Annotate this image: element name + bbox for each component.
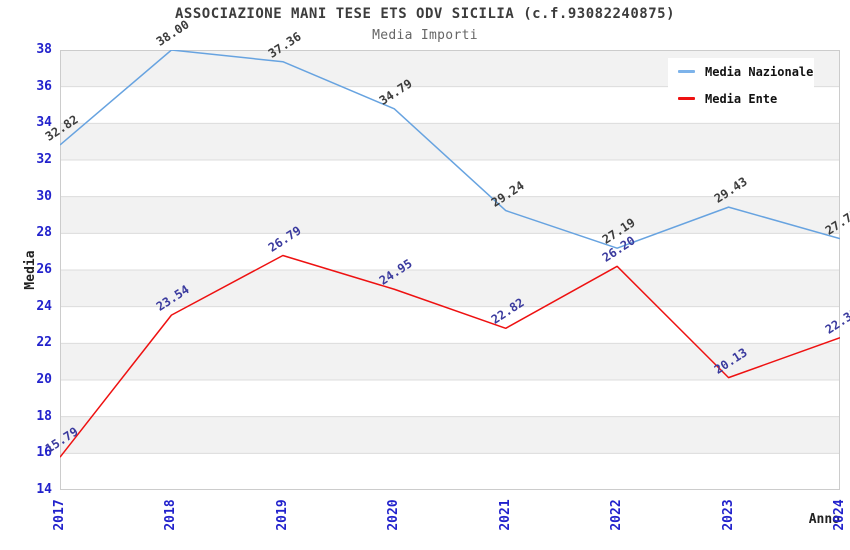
y-tick-label-18: 18: [36, 408, 52, 424]
plot-area: [60, 50, 840, 490]
media-ente-line-swatch-icon: [678, 97, 695, 100]
media-nazionale-line-swatch-icon: [678, 70, 695, 73]
legend-item-media-nazionale: Media Nazionale: [668, 58, 814, 85]
x-tick-label-2022: 2022: [609, 499, 625, 531]
y-tick-label-16: 16: [36, 445, 52, 461]
legend-label-media-nazionale: Media Nazionale: [705, 64, 814, 79]
y-tick-label-32: 32: [36, 152, 52, 167]
y-tick-label-34: 34: [36, 115, 52, 131]
x-tick-label-2019: 2019: [274, 499, 290, 531]
x-tick-label-2017: 2017: [52, 499, 67, 531]
plot-band: [60, 453, 840, 490]
x-tick-label-2020: 2020: [386, 499, 402, 531]
plot-band: [60, 380, 840, 417]
y-tick-label-28: 28: [36, 225, 52, 241]
series-line-media-ente: [60, 254, 840, 458]
y-tick-label-24: 24: [36, 298, 52, 314]
plot-band: [60, 233, 840, 270]
plot-band: [60, 123, 840, 160]
plot-band: [60, 306, 840, 344]
y-tick-label-20: 20: [36, 372, 52, 387]
x-tick-label-2023: 2023: [720, 499, 736, 531]
plot-band: [60, 343, 840, 380]
y-tick-label-36: 36: [36, 78, 52, 94]
y-tick-label-38: 38: [36, 42, 52, 57]
x-tick-label-2021: 2021: [497, 499, 513, 531]
plot-band: [60, 416, 840, 454]
plot-band: [60, 196, 840, 234]
series-line-media-nazionale: [60, 50, 840, 249]
x-axis-title: Anno: [808, 512, 840, 527]
legend-label-media-ente: Media Ente: [705, 91, 778, 106]
y-tick-label-30: 30: [36, 188, 52, 204]
y-tick-label-26: 26: [36, 262, 52, 277]
x-tick-label-2018: 2018: [163, 499, 179, 531]
plot-band: [60, 160, 840, 197]
y-tick-label-22: 22: [36, 335, 52, 351]
legend-item-media-ente: Media Ente: [668, 85, 814, 112]
y-tick-label-14: 14: [36, 482, 52, 497]
chart-title: ASSOCIAZIONE MANI TESE ETS ODV SICILIA (…: [174, 6, 675, 22]
plot-border: [60, 50, 840, 490]
legend: Media Nazionale Media Ente: [668, 58, 814, 112]
chart-subtitle: Media Importi: [372, 28, 478, 43]
plot-band: [60, 270, 840, 307]
x-tick-label-2024: 2024: [832, 499, 847, 531]
